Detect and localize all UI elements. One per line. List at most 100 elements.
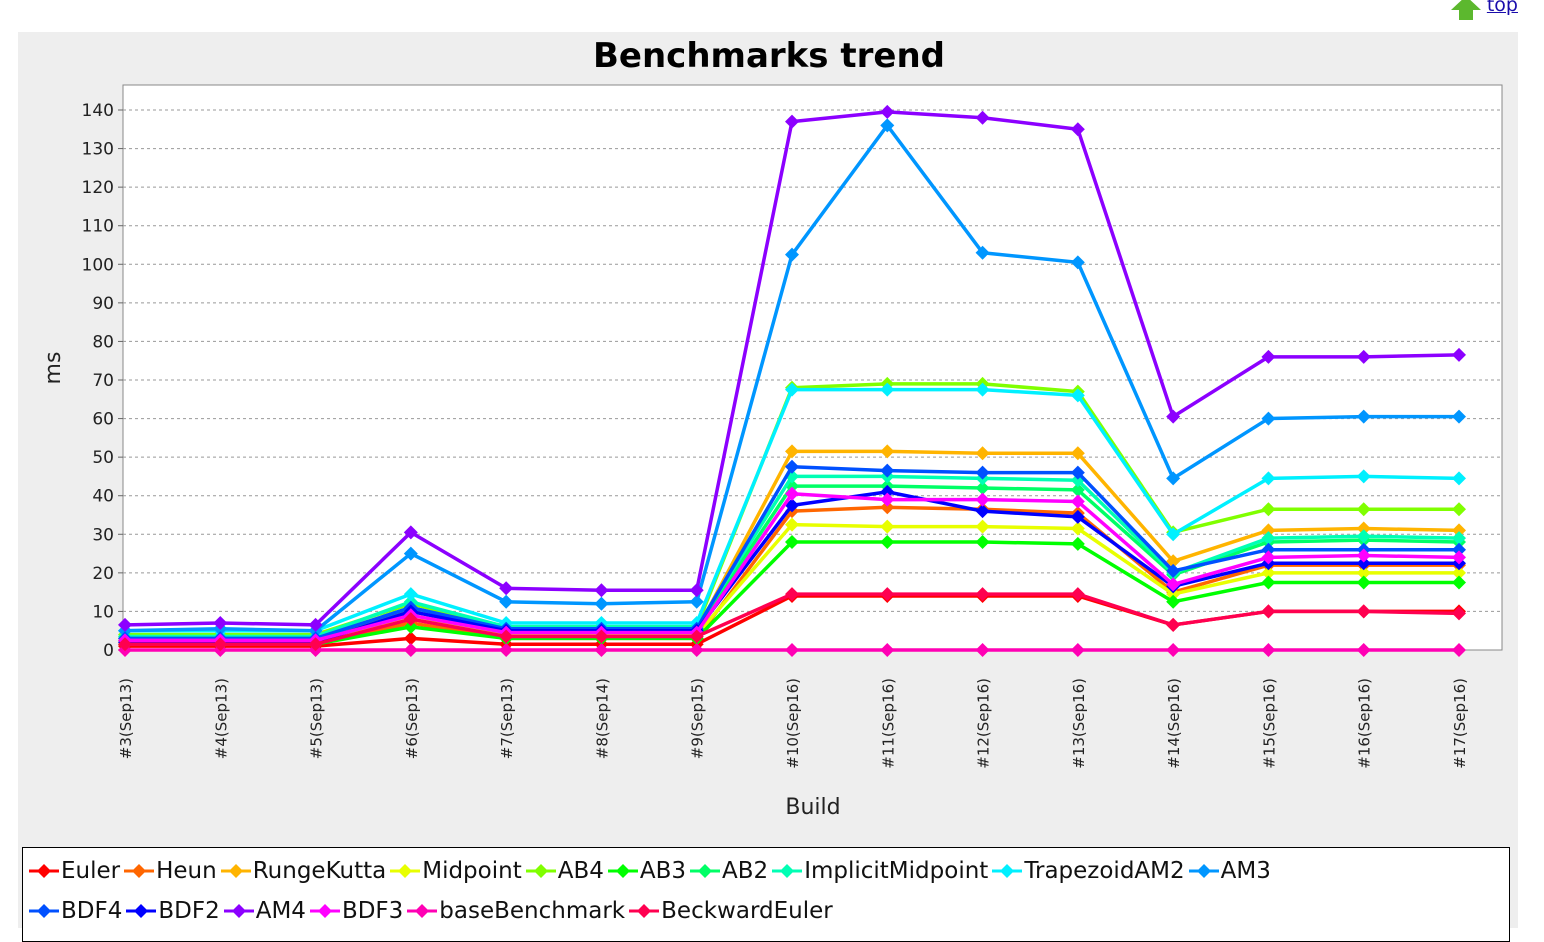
data-point	[403, 525, 418, 540]
legend-marker-icon	[220, 864, 251, 878]
data-point	[1452, 347, 1466, 362]
benchmarks-chart: Benchmarks trend 0 10 20 30 40 50 60 70 80 90 100 1…	[41, 36, 1503, 820]
data-point	[975, 465, 990, 480]
data-point	[1166, 643, 1181, 657]
legend-marker-icon	[126, 904, 157, 918]
top-link[interactable]: top	[1486, 0, 1518, 16]
data-point	[1261, 575, 1276, 590]
data-point	[975, 446, 990, 461]
y-tick-label: 30	[92, 525, 114, 545]
data-point	[403, 546, 418, 561]
data-point	[975, 245, 990, 260]
data-point	[880, 444, 895, 459]
data-point	[1070, 587, 1085, 602]
data-point	[118, 637, 132, 652]
y-tick-label: 70	[92, 371, 114, 391]
data-point	[1356, 565, 1371, 580]
x-tick-label: #14(Sep16)	[1165, 678, 1183, 769]
legend-item: baseBenchmark	[407, 898, 625, 924]
data-point	[403, 643, 418, 657]
data-point	[1261, 604, 1276, 619]
y-axis: 0 10 20 30 40 50 60 70 80 90 100 110 120 130 140	[82, 101, 123, 661]
data-point	[1166, 563, 1181, 578]
arrow-up-icon	[1450, 0, 1481, 20]
x-tick-label: #10(Sep16)	[784, 678, 802, 769]
data-point	[1452, 550, 1466, 565]
data-point	[785, 535, 799, 549]
data-point	[1356, 521, 1371, 536]
legend-label: BDF3	[341, 898, 404, 924]
series-BDF3	[118, 486, 1466, 648]
data-point	[785, 643, 799, 657]
data-point	[880, 500, 895, 515]
data-point	[785, 382, 799, 397]
y-tick-label: 60	[92, 410, 114, 430]
data-point	[1070, 521, 1085, 536]
x-tick-label: #4(Sep13)	[212, 678, 230, 759]
x-tick-label: #15(Sep16)	[1260, 678, 1278, 769]
legend-label: Euler	[61, 858, 121, 884]
legend-item: BDF2	[126, 898, 220, 924]
data-point	[1356, 604, 1371, 619]
data-point	[1261, 550, 1276, 565]
legend-item: TrapezoidAM2	[992, 858, 1185, 884]
legend-item: Heun	[124, 858, 217, 884]
data-point	[975, 481, 990, 495]
x-tick-label: #5(Sep13)	[308, 678, 326, 759]
legend-label: AM3	[1220, 858, 1271, 884]
y-tick-label: 20	[92, 564, 114, 584]
data-point	[499, 643, 514, 657]
y-tick-label: 0	[103, 641, 114, 661]
data-point	[403, 612, 418, 627]
legend-item: AB4	[525, 858, 604, 884]
legend-marker-icon	[29, 904, 59, 918]
legend-label: AM4	[255, 898, 306, 924]
y-tick-label: 100	[82, 255, 114, 275]
data-point	[594, 596, 609, 611]
data-point	[1261, 531, 1276, 546]
legend-label: AB3	[639, 858, 687, 884]
legend-item: AB2	[690, 858, 768, 884]
data-point	[1261, 349, 1276, 364]
legend-label: AB2	[722, 858, 769, 884]
x-tick-label: #16(Sep16)	[1356, 678, 1374, 769]
data-point	[785, 587, 799, 602]
data-point	[118, 617, 132, 632]
data-point	[1070, 494, 1085, 509]
legend-item: Midpoint	[390, 858, 522, 884]
legend-row: Euler Heun RungeKutta Midpoint AB4 AB3 AB2 Impl…	[29, 851, 1503, 891]
y-tick-label: 80	[92, 332, 114, 352]
data-point	[1356, 529, 1371, 544]
legend-label: BDF4	[61, 898, 123, 924]
data-point	[880, 492, 895, 507]
x-tick-label: #17(Sep16)	[1451, 678, 1469, 769]
data-point	[975, 492, 990, 507]
legend-marker-icon	[607, 864, 638, 878]
series-lines	[118, 104, 1466, 657]
data-point	[1070, 482, 1085, 497]
data-point	[975, 110, 990, 125]
series-AM4	[118, 104, 1466, 632]
data-point	[1070, 255, 1085, 270]
data-point	[689, 583, 704, 598]
legend-label: Heun	[156, 858, 217, 884]
data-point	[1261, 542, 1276, 557]
data-point	[975, 504, 990, 519]
y-tick-label: 140	[82, 101, 114, 121]
data-point	[1070, 388, 1085, 403]
legend-label: baseBenchmark	[439, 898, 626, 924]
data-point	[1452, 471, 1466, 486]
data-point	[975, 519, 990, 534]
data-point	[1452, 606, 1466, 621]
y-axis-label: ms	[41, 352, 66, 385]
x-tick-label: #6(Sep13)	[403, 678, 421, 759]
data-point	[1261, 643, 1276, 657]
data-point	[785, 459, 799, 474]
data-point	[403, 631, 418, 646]
data-point	[785, 247, 799, 262]
legend-marker-icon	[1188, 864, 1219, 878]
data-point	[1452, 565, 1466, 580]
data-point	[1356, 643, 1371, 657]
legend-marker-icon	[629, 904, 660, 918]
legend-marker-icon	[772, 864, 803, 878]
